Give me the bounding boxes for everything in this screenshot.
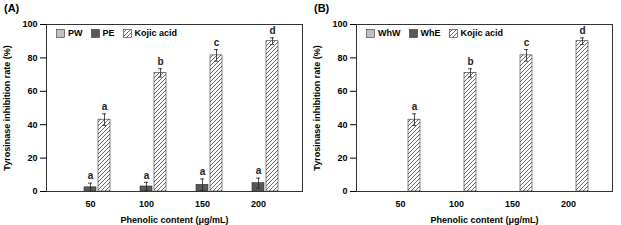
svg-text:20: 20	[337, 153, 347, 163]
svg-text:a: a	[144, 170, 150, 181]
svg-text:a: a	[256, 165, 262, 176]
svg-text:b: b	[467, 56, 473, 67]
svg-text:60: 60	[27, 86, 37, 96]
svg-text:200: 200	[251, 199, 266, 209]
svg-text:150: 150	[195, 199, 210, 209]
svg-text:Phenolic content (μg/mL): Phenolic content (μg/mL)	[430, 215, 538, 225]
svg-text:100: 100	[22, 19, 37, 29]
svg-text:Tyrosinase inhibition rate (%): Tyrosinase inhibition rate (%)	[312, 45, 322, 170]
svg-text:100: 100	[332, 19, 347, 29]
html-text:WhW: WhW	[378, 28, 401, 38]
svg-text:50: 50	[85, 199, 95, 209]
svg-text:a: a	[102, 101, 108, 112]
html-text:(B): (B)	[314, 2, 330, 14]
svg-text:Phenolic content (μg/mL): Phenolic content (μg/mL)	[120, 215, 228, 225]
svg-text:200: 200	[561, 199, 576, 209]
html-text:PE: PE	[102, 28, 115, 38]
html-text:Kojic acid: Kojic acid	[460, 28, 503, 38]
svg-text:a: a	[412, 101, 418, 112]
svg-text:100: 100	[449, 199, 464, 209]
svg-text:80: 80	[337, 53, 347, 63]
svg-text:a: a	[200, 166, 206, 177]
svg-text:40: 40	[27, 120, 37, 130]
html-text:WhE: WhE	[420, 28, 441, 38]
svg-text:a: a	[88, 170, 94, 181]
svg-text:d: d	[579, 25, 585, 36]
svg-text:50: 50	[395, 199, 405, 209]
svg-text:80: 80	[27, 53, 37, 63]
svg-text:d: d	[269, 25, 275, 36]
svg-text:0: 0	[342, 186, 347, 196]
svg-text:60: 60	[337, 86, 347, 96]
svg-text:b: b	[157, 56, 163, 67]
svg-text:c: c	[524, 37, 530, 48]
svg-text:40: 40	[337, 120, 347, 130]
svg-text:0: 0	[32, 186, 37, 196]
svg-text:100: 100	[139, 199, 154, 209]
svg-text:Tyrosinase inhibition rate (%): Tyrosinase inhibition rate (%)	[2, 45, 12, 170]
svg-text:20: 20	[27, 153, 37, 163]
html-text:Kojic acid: Kojic acid	[134, 28, 177, 38]
html-text:PW: PW	[68, 28, 83, 38]
svg-text:c: c	[214, 37, 220, 48]
html-text:(A): (A)	[4, 2, 20, 14]
svg-text:150: 150	[505, 199, 520, 209]
